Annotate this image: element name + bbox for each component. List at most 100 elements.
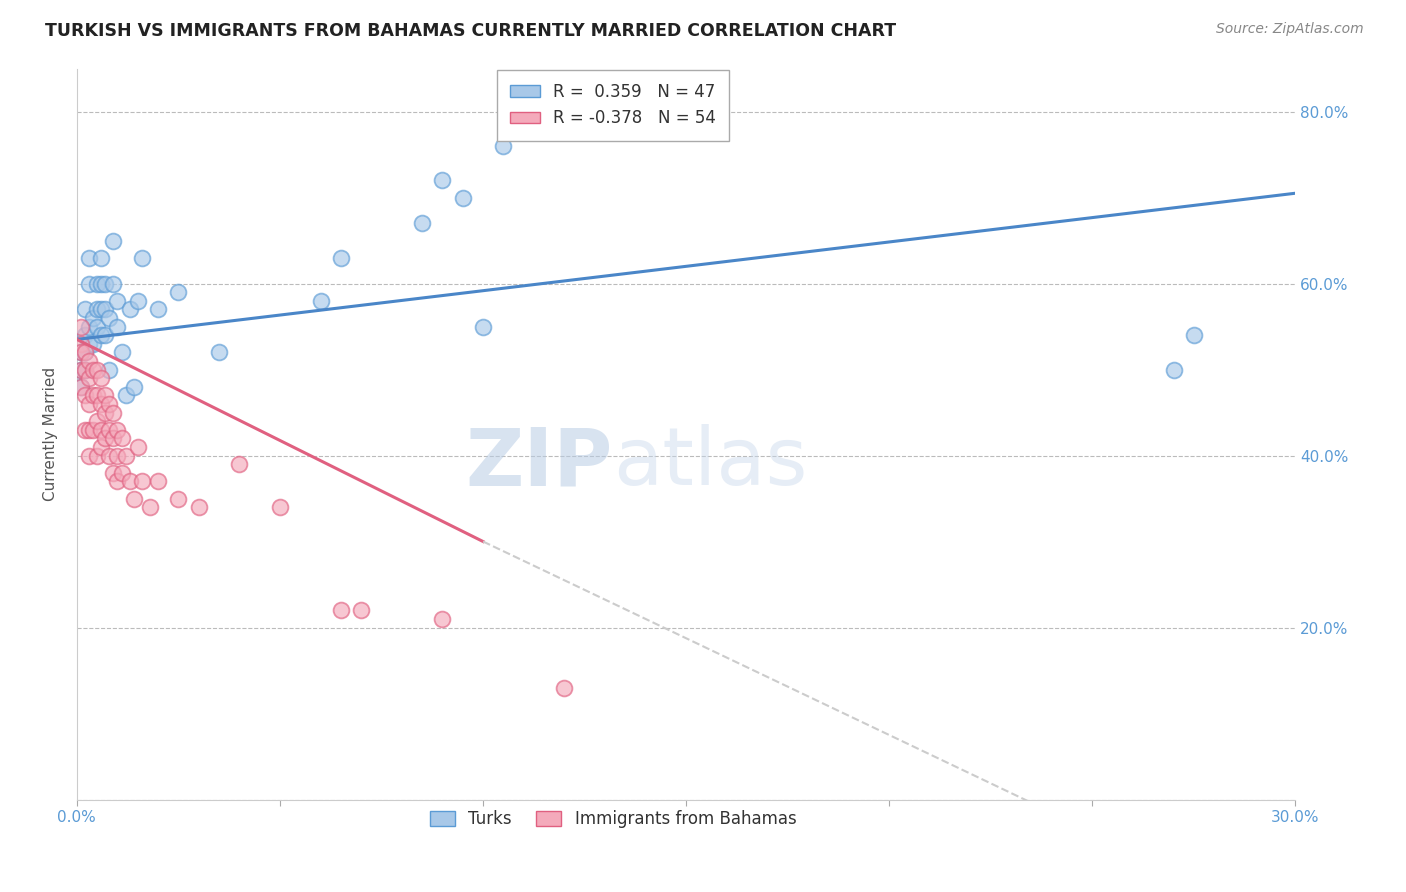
Point: [472, 319, 495, 334]
Point: [146, 475, 169, 489]
Point: [228, 457, 250, 471]
Point: [70, 345, 93, 359]
Point: [86, 449, 108, 463]
Point: [187, 500, 209, 515]
Point: [82, 362, 104, 376]
Point: [73, 388, 96, 402]
Point: [77, 423, 100, 437]
Point: [82, 310, 104, 325]
Point: [118, 302, 141, 317]
Point: [77, 319, 100, 334]
Point: [73, 328, 96, 343]
Text: atlas: atlas: [613, 425, 807, 502]
Point: [329, 251, 352, 265]
Point: [553, 681, 575, 695]
Point: [73, 423, 96, 437]
Point: [107, 293, 129, 308]
Point: [1182, 328, 1205, 343]
Point: [77, 336, 100, 351]
Point: [329, 603, 352, 617]
Point: [82, 388, 104, 402]
Point: [122, 491, 145, 506]
Point: [82, 336, 104, 351]
Point: [107, 449, 129, 463]
Point: [167, 285, 190, 299]
Point: [127, 440, 149, 454]
Point: [90, 251, 112, 265]
Point: [103, 277, 125, 291]
Point: [86, 414, 108, 428]
Point: [492, 139, 515, 153]
Point: [98, 397, 121, 411]
Point: [131, 251, 153, 265]
Point: [94, 277, 117, 291]
Point: [90, 371, 112, 385]
Point: [146, 302, 169, 317]
Point: [139, 500, 162, 515]
Point: [86, 277, 108, 291]
Point: [127, 293, 149, 308]
Point: [110, 466, 132, 480]
Point: [73, 345, 96, 359]
Point: [432, 173, 454, 187]
Point: [90, 397, 112, 411]
Point: [90, 302, 112, 317]
Point: [103, 234, 125, 248]
Legend: Turks, Immigrants from Bahamas: Turks, Immigrants from Bahamas: [423, 804, 803, 835]
Point: [269, 500, 291, 515]
Point: [107, 475, 129, 489]
Point: [77, 397, 100, 411]
Point: [73, 362, 96, 376]
Point: [70, 345, 93, 359]
Point: [73, 302, 96, 317]
Point: [70, 380, 93, 394]
Y-axis label: Currently Married: Currently Married: [44, 367, 58, 501]
Point: [70, 336, 93, 351]
Point: [77, 449, 100, 463]
Point: [350, 603, 373, 617]
Point: [86, 388, 108, 402]
Point: [94, 431, 117, 445]
Text: Source: ZipAtlas.com: Source: ZipAtlas.com: [1216, 22, 1364, 37]
Point: [70, 362, 93, 376]
Point: [411, 216, 433, 230]
Point: [98, 449, 121, 463]
Point: [86, 319, 108, 334]
Point: [77, 251, 100, 265]
Point: [131, 475, 153, 489]
Point: [98, 423, 121, 437]
Text: TURKISH VS IMMIGRANTS FROM BAHAMAS CURRENTLY MARRIED CORRELATION CHART: TURKISH VS IMMIGRANTS FROM BAHAMAS CURRE…: [45, 22, 896, 40]
Point: [107, 319, 129, 334]
Point: [103, 405, 125, 419]
Point: [110, 345, 132, 359]
Point: [70, 380, 93, 394]
Point: [1163, 362, 1185, 376]
Point: [98, 310, 121, 325]
Point: [90, 423, 112, 437]
Point: [451, 190, 474, 204]
Point: [94, 328, 117, 343]
Point: [90, 328, 112, 343]
Point: [122, 380, 145, 394]
Point: [94, 302, 117, 317]
Point: [94, 388, 117, 402]
Point: [77, 371, 100, 385]
Point: [90, 440, 112, 454]
Point: [167, 491, 190, 506]
Text: ZIP: ZIP: [465, 425, 613, 502]
Point: [70, 362, 93, 376]
Point: [77, 277, 100, 291]
Point: [86, 302, 108, 317]
Point: [208, 345, 231, 359]
Point: [114, 449, 136, 463]
Point: [82, 423, 104, 437]
Point: [103, 431, 125, 445]
Point: [94, 405, 117, 419]
Point: [114, 388, 136, 402]
Point: [77, 354, 100, 368]
Point: [118, 475, 141, 489]
Point: [98, 362, 121, 376]
Point: [103, 466, 125, 480]
Point: [110, 431, 132, 445]
Point: [90, 277, 112, 291]
